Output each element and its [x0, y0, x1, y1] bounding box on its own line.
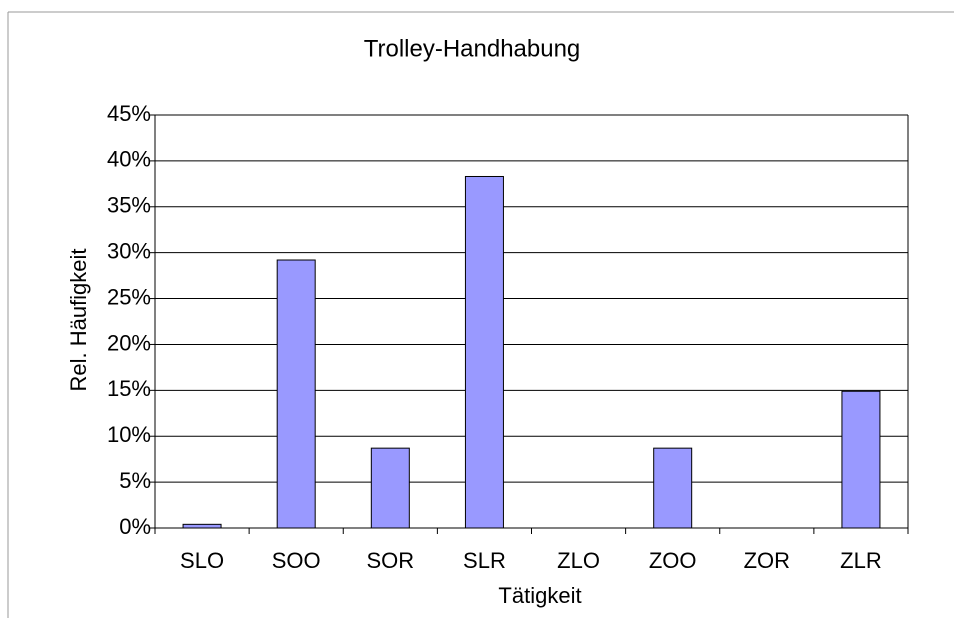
y-tick-label: 40%: [107, 147, 151, 172]
x-axis-label: Tätigkeit: [498, 583, 581, 608]
y-tick-label: 0%: [119, 514, 151, 539]
x-tick-label: SOO: [272, 548, 321, 573]
x-tick-label: SLR: [463, 548, 506, 573]
y-tick-label: 25%: [107, 284, 151, 309]
x-tick-label: ZOR: [744, 548, 790, 573]
y-tick-label: 20%: [107, 330, 151, 355]
bar: [464, 175, 504, 529]
y-tick-label: 10%: [107, 422, 151, 447]
bar: [841, 390, 881, 529]
bar: [653, 447, 693, 529]
y-axis-label: Rel. Häufigkeit: [66, 248, 91, 391]
bar: [182, 523, 222, 529]
bar: [276, 259, 316, 529]
x-tick-label: SOR: [366, 548, 414, 573]
chart-title: Trolley-Handhabung: [364, 35, 581, 62]
x-tick-label: ZLR: [840, 548, 882, 573]
bar: [370, 447, 410, 529]
y-tick-label: 15%: [107, 376, 151, 401]
x-tick-label: SLO: [180, 548, 224, 573]
y-tick-label: 30%: [107, 238, 151, 263]
y-tick-label: 5%: [119, 468, 151, 493]
x-tick-label: ZOO: [649, 548, 697, 573]
x-tick-label: ZLO: [557, 548, 600, 573]
y-tick-label: 35%: [107, 193, 151, 218]
y-tick-label: 45%: [107, 101, 151, 126]
